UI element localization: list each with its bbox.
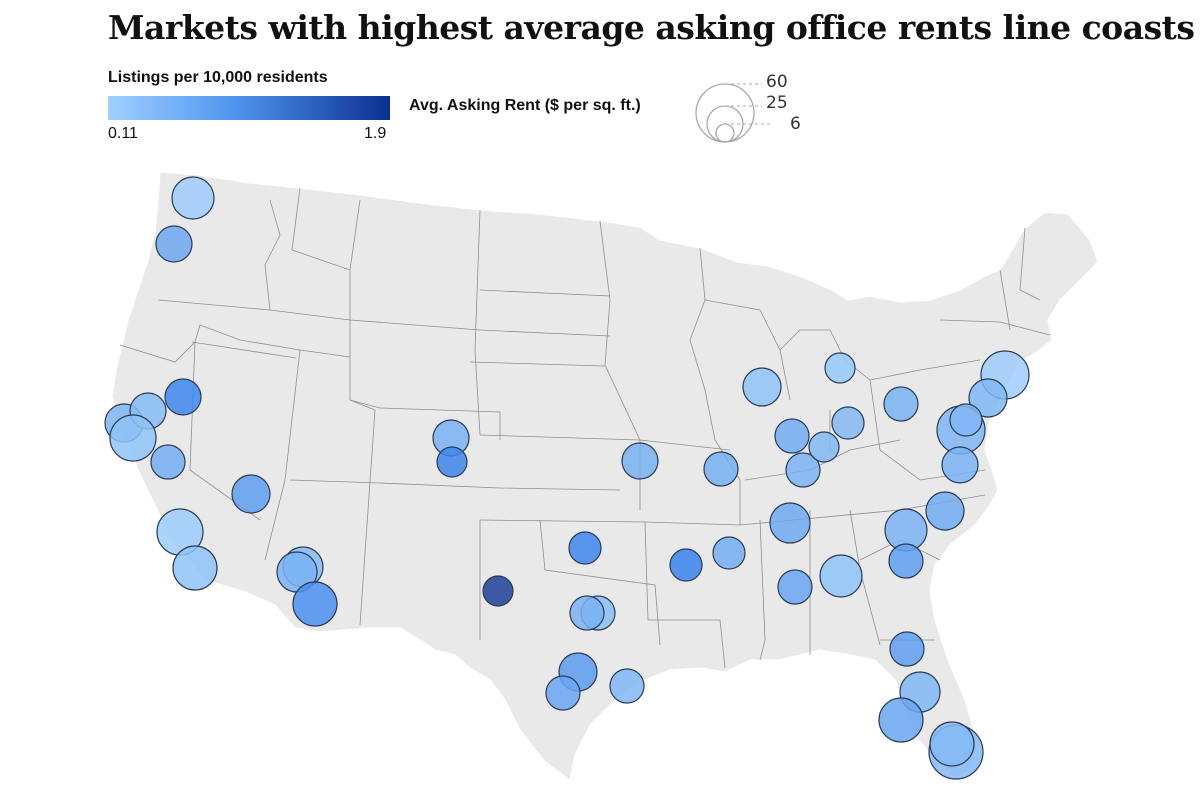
bubble-indianapolis [774,418,810,454]
bubble-tampa [878,697,924,743]
bubble-detroit [824,352,856,384]
bubble-seattle [171,176,215,220]
bubble-louisville [785,452,821,488]
bubble-san-jose [109,414,157,462]
bubble-st-louis [703,451,739,487]
bubble-richmond [941,446,979,484]
bubble-nashville [769,502,811,544]
bubble-columbus [831,406,865,440]
color-legend-max: 1.9 [364,125,387,142]
bubble-pittsburgh [883,386,919,422]
bubble-colorado-springs [436,446,468,478]
size-legend-title: Avg. Asking Rent ($ per sq. ft.) [409,97,641,114]
size-legend-label-6: 6 [790,114,801,134]
size-legend-circle-6 [715,123,735,143]
bubble-oklahoma-city [568,531,602,565]
bubble-albuquerque [482,575,514,607]
size-legend-circle-60 [695,83,755,143]
bubble-miami-b [929,721,975,767]
bubble-san-antonio [545,675,581,711]
bubble-san-diego [172,545,218,591]
color-gradient-bar [108,96,390,120]
bubble-kansas-city [621,442,659,480]
page-title: Markets with highest average asking offi… [108,8,1195,47]
bubble-lexington [808,431,840,463]
bubble-little-rock [669,548,703,582]
size-legend-label-60: 60 [766,72,788,92]
size-legend-circles [695,83,772,143]
bubble-houston [609,668,645,704]
bubble-portland [155,225,193,263]
bubble-fort-worth [569,595,605,631]
state-boundaries [119,187,1051,669]
bubble-philadelphia [968,378,1008,418]
color-legend-title: Listings per 10,000 residents [108,69,328,86]
bubble-birmingham [777,569,813,605]
bubble-atlanta [819,554,863,598]
bubble-tucson [292,581,338,627]
bubble-raleigh [925,491,965,531]
bubble-jacksonville [889,631,925,667]
bubble-chicago [742,367,782,407]
bubble-fresno [150,444,186,480]
bubble-dc-inner [949,403,983,437]
bubble-sacramento [164,378,202,416]
size-legend-label-25: 25 [766,93,788,113]
bubble-columbia-sc [888,543,924,579]
bubble-memphis [712,536,746,570]
bubble-las-vegas [231,474,271,514]
color-legend-min: 0.11 [108,125,138,142]
market-bubbles [104,176,1030,780]
